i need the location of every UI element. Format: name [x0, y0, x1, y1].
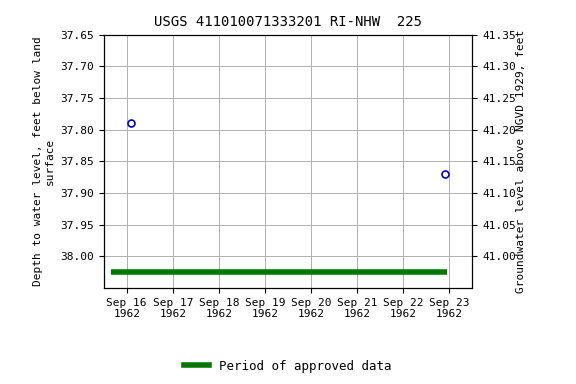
Y-axis label: Groundwater level above NGVD 1929, feet: Groundwater level above NGVD 1929, feet: [516, 30, 526, 293]
Title: USGS 411010071333201 RI-NHW  225: USGS 411010071333201 RI-NHW 225: [154, 15, 422, 29]
Legend: Period of approved data: Period of approved data: [179, 355, 397, 378]
Y-axis label: Depth to water level, feet below land
surface: Depth to water level, feet below land su…: [33, 36, 55, 286]
